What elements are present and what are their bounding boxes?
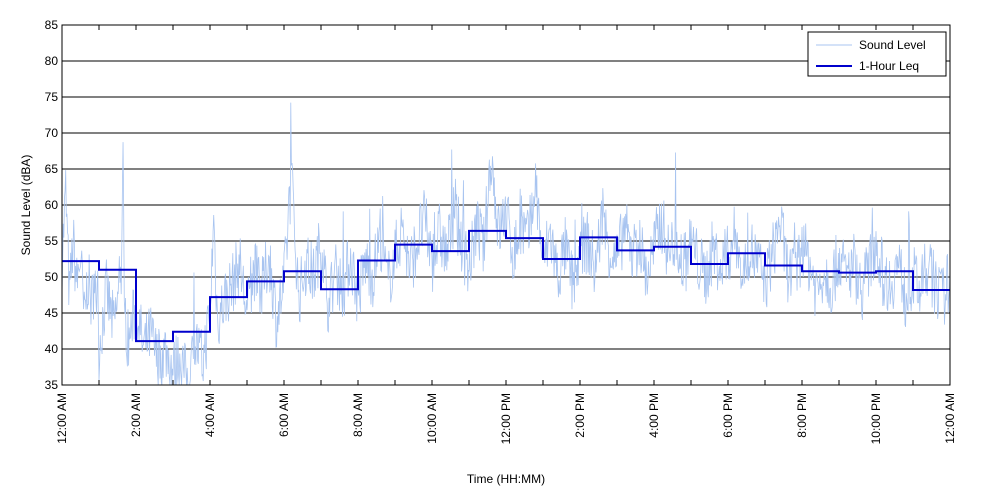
y-axis-label: Sound Level (dBA) — [19, 155, 33, 256]
y-axis-ticks: 35 40 45 50 55 60 65 70 75 80 85 — [45, 18, 59, 392]
y-tick-label-35: 35 — [45, 378, 59, 392]
x-tick-label-6: 12:00 PM — [499, 393, 513, 444]
legend-label-sound-level: Sound Level — [859, 38, 926, 52]
leq-step-line — [62, 229, 950, 343]
y-tick-label-60: 60 — [45, 198, 59, 212]
x-tick-label-7: 2:00 PM — [573, 393, 587, 438]
y-tick-label-50: 50 — [45, 270, 59, 284]
y-tick-label-70: 70 — [45, 126, 59, 140]
y-tick-label-75: 75 — [45, 90, 59, 104]
y-tick-label-65: 65 — [45, 162, 59, 176]
y-tick-label-85: 85 — [45, 18, 59, 32]
x-tick-label-9: 6:00 PM — [721, 393, 735, 438]
legend: Sound Level 1-Hour Leq — [807, 31, 947, 77]
x-axis-label: Time (HH:MM) — [467, 472, 545, 486]
legend-box — [807, 31, 947, 77]
y-tick-label-55: 55 — [45, 234, 59, 248]
x-tick-label-4: 8:00 AM — [351, 393, 365, 437]
x-tick-label-1: 2:00 AM — [129, 393, 143, 437]
x-axis-ticks: 12:00 AM 2:00 AM 4:00 AM 6:00 AM 8:00 AM 10:0… — [55, 25, 957, 444]
legend-label-leq: 1-Hour Leq — [859, 59, 919, 73]
x-tick-label-0: 12:00 AM — [55, 393, 69, 444]
x-tick-label-2: 4:00 AM — [203, 393, 217, 437]
gridlines — [62, 60, 950, 350]
x-tick-label-3: 6:00 AM — [277, 393, 291, 437]
y-tick-label-80: 80 — [45, 54, 59, 68]
x-tick-label-5: 10:00 AM — [425, 393, 439, 444]
y-tick-label-45: 45 — [45, 306, 59, 320]
y-tick-label-40: 40 — [45, 342, 59, 356]
leq-series — [62, 229, 950, 343]
x-tick-label-8: 4:00 PM — [647, 393, 661, 438]
x-tick-label-11: 10:00 PM — [869, 393, 883, 444]
x-tick-label-12: 12:00 AM — [943, 393, 957, 444]
x-tick-label-10: 8:00 PM — [795, 393, 809, 438]
